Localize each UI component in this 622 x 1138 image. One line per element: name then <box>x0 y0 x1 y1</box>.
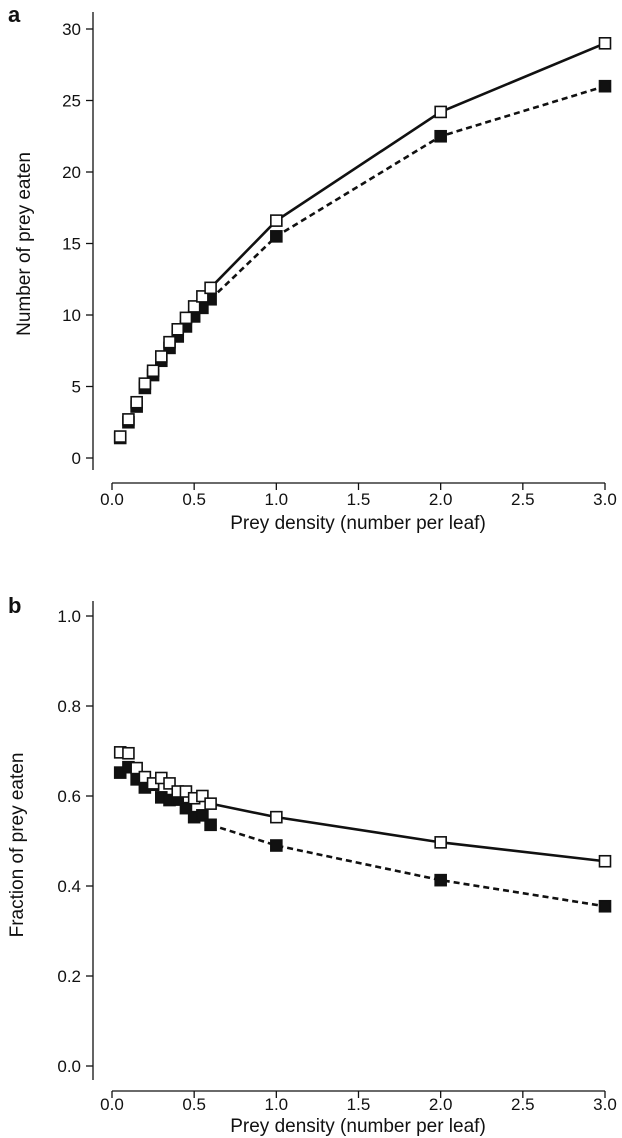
series-line-dashed <box>209 84 606 301</box>
x-tick-label: 2.5 <box>511 490 535 509</box>
data-point <box>196 789 209 803</box>
y-tick-label: 0.2 <box>57 967 81 986</box>
data-point <box>179 311 193 325</box>
x-tick-label: 2.0 <box>429 490 453 509</box>
y-tick-label: 0.0 <box>57 1057 81 1076</box>
data-point <box>138 377 152 390</box>
panel-a-y-ticks: 0 5 10 15 20 25 30 <box>62 20 93 468</box>
data-point <box>598 854 612 868</box>
panel-a-x-ticks: 0.0 0.5 1.0 1.5 2.0 2.5 3.0 <box>100 483 617 509</box>
data-point <box>434 129 447 143</box>
data-point <box>434 105 447 119</box>
data-point <box>138 770 152 784</box>
data-point <box>163 335 176 349</box>
data-point <box>598 36 612 50</box>
y-tick-label: 20 <box>62 163 81 182</box>
data-point <box>270 839 283 852</box>
y-tick-label: 15 <box>62 235 81 254</box>
y-tick-label: 0.4 <box>57 877 81 896</box>
data-point <box>130 395 143 409</box>
panel-b-letter: b <box>8 593 21 618</box>
data-point <box>122 413 135 426</box>
data-point <box>146 364 160 378</box>
data-point <box>179 801 193 815</box>
data-point <box>204 797 217 810</box>
x-tick-label: 0.5 <box>182 490 206 509</box>
panel-b-x-title: Prey density (number per leaf) <box>230 1116 486 1137</box>
data-point <box>434 873 447 887</box>
series-open-square <box>113 36 612 443</box>
data-point <box>130 761 143 775</box>
x-tick-label: 1.5 <box>347 1095 371 1114</box>
data-point <box>270 214 283 227</box>
x-tick-label: 2.0 <box>429 1095 453 1114</box>
data-point <box>196 290 209 303</box>
x-tick-label: 0.5 <box>182 1095 206 1114</box>
data-point <box>113 430 127 443</box>
data-point <box>196 809 209 822</box>
data-point <box>163 777 176 790</box>
y-tick-label: 0 <box>72 449 81 468</box>
series-filled-square <box>113 79 612 445</box>
y-tick-label: 0.8 <box>57 697 81 716</box>
y-tick-label: 5 <box>72 378 81 397</box>
x-tick-label: 2.5 <box>511 1095 535 1114</box>
panel-b-y-title: Fraction of prey eaten <box>7 753 28 938</box>
x-tick-label: 3.0 <box>593 490 617 509</box>
panel-a: a 0 5 10 15 20 25 30 0.0 0.5 1.0 1.5 2.0 2.5 3.0 Pre… <box>8 2 617 534</box>
data-point <box>434 836 447 849</box>
data-point <box>122 746 135 760</box>
panel-b-y-ticks: 0.0 0.2 0.4 0.6 0.8 1.0 <box>57 607 93 1076</box>
x-tick-label: 0.0 <box>100 1095 124 1114</box>
series-line-solid <box>210 802 606 863</box>
panel-a-series <box>113 36 612 445</box>
series-open-square <box>113 746 612 868</box>
data-point <box>204 281 217 295</box>
data-point <box>187 300 201 313</box>
series-filled-square <box>113 760 612 913</box>
panel-a-x-title: Prey density (number per leaf) <box>230 513 486 534</box>
data-point <box>155 350 168 363</box>
x-tick-label: 1.0 <box>265 1095 289 1114</box>
x-tick-label: 3.0 <box>593 1095 617 1114</box>
data-point <box>598 899 612 913</box>
panel-a-letter: a <box>8 2 21 27</box>
data-point <box>598 79 612 93</box>
data-point <box>204 818 217 832</box>
panel-b-x-ticks: 0.0 0.5 1.0 1.5 2.0 2.5 3.0 <box>100 1091 617 1114</box>
panel-b-series <box>113 746 612 913</box>
panel-a-y-title: Number of prey eaten <box>14 152 35 336</box>
panel-b: b 0.0 0.2 0.4 0.6 0.8 1.0 0.0 0.5 1.0 1.5 2.0 2.5 3… <box>7 593 617 1137</box>
y-tick-label: 30 <box>62 20 81 39</box>
x-tick-label: 1.0 <box>265 490 289 509</box>
data-point <box>270 810 283 824</box>
series-line-solid <box>209 42 606 289</box>
data-point <box>171 322 185 336</box>
x-tick-label: 1.5 <box>347 490 371 509</box>
y-tick-label: 10 <box>62 306 81 325</box>
y-tick-label: 1.0 <box>57 607 81 626</box>
y-tick-label: 25 <box>62 92 81 111</box>
y-tick-label: 0.6 <box>57 787 81 806</box>
series-line-dashed <box>210 823 606 908</box>
data-point <box>179 785 193 798</box>
x-tick-label: 0.0 <box>100 490 124 509</box>
data-point <box>270 230 283 243</box>
